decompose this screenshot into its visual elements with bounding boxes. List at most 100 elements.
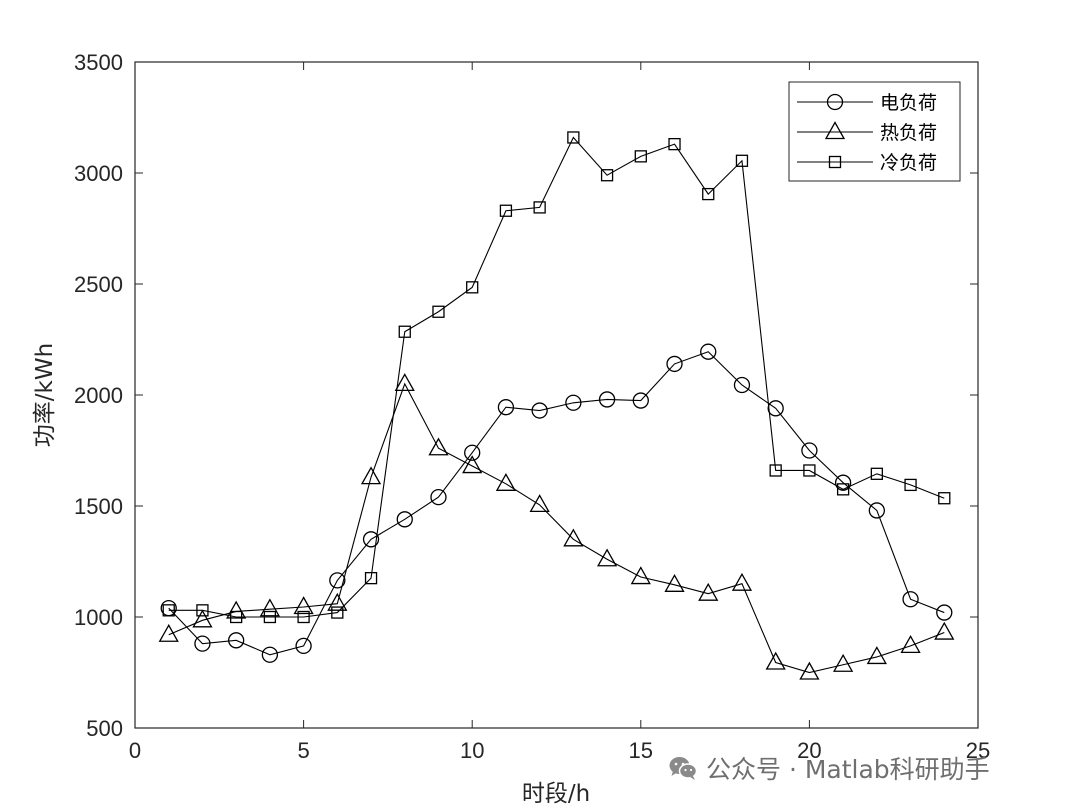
legend-marker-square (828, 155, 842, 169)
data-point-square (938, 492, 951, 505)
data-point-square (297, 610, 310, 624)
data-point-circle (565, 394, 582, 411)
data-point-circle (801, 442, 818, 459)
y-axis-title: 功率/kWh (32, 343, 58, 447)
data-point-square (735, 154, 749, 167)
data-point-square (331, 606, 344, 619)
data-point-circle (362, 531, 380, 548)
x-tick-label: 0 (129, 738, 141, 763)
data-point-circle (329, 572, 346, 589)
y-tick-label: 2000 (74, 383, 123, 408)
data-point-triangle (934, 621, 955, 640)
data-point-square (567, 131, 580, 144)
data-point-circle (295, 637, 312, 655)
data-point-triangle (900, 635, 921, 654)
data-point-circle (598, 391, 616, 408)
data-point-circle (666, 355, 683, 373)
legend-label: 冷负荷 (880, 152, 937, 174)
data-point-circle (194, 635, 211, 652)
data-point-circle (261, 646, 279, 663)
data-point-square (668, 137, 681, 151)
series-triangle (158, 373, 955, 680)
data-point-triangle (765, 651, 786, 670)
data-point-square (702, 187, 715, 201)
data-point-triangle (192, 609, 213, 628)
data-point-triangle (327, 592, 348, 611)
data-point-circle (902, 591, 919, 608)
legend-marker-triangle (824, 121, 846, 140)
data-point-triangle (293, 596, 314, 615)
data-point-circle (868, 502, 885, 519)
data-point-circle (632, 392, 649, 409)
data-point-circle (430, 488, 447, 506)
series-circle (160, 343, 953, 663)
x-tick-label: 15 (629, 738, 653, 763)
data-point-square (870, 467, 883, 480)
data-point-triangle (462, 455, 483, 474)
data-point-square (836, 483, 850, 496)
data-point-triangle (428, 437, 449, 456)
data-point-square (364, 572, 378, 585)
data-point-square (196, 604, 209, 617)
data-point-square (432, 305, 445, 318)
data-point-circle (767, 400, 784, 417)
y-tick-label: 3500 (74, 50, 123, 75)
data-point-circle (497, 399, 515, 416)
data-point-circle (936, 604, 953, 621)
y-tick-label: 1000 (74, 605, 123, 630)
data-point-triangle (226, 600, 247, 619)
axis-ticks: 0 5 10 15 20 25 500 1000 1500 2000 2500 3000 3500 (74, 50, 990, 763)
data-point-triangle (158, 623, 179, 642)
y-tick-label: 3000 (74, 161, 123, 186)
data-point-square (398, 325, 411, 338)
legend-marker-circle (826, 93, 844, 111)
data-point-circle (531, 402, 548, 419)
data-point-square (230, 610, 243, 624)
data-point-circle (733, 376, 751, 394)
data-point-triangle (731, 572, 753, 591)
watermark: 公众号 · Matlab科研助手 (668, 750, 990, 786)
data-point-circle (834, 474, 852, 491)
data-point-square (533, 201, 546, 214)
data-point-triangle (866, 646, 887, 665)
data-point-triangle (360, 466, 382, 485)
data-point-triangle (495, 472, 517, 491)
data-point-square (466, 281, 479, 294)
data-point-triangle (799, 661, 820, 680)
x-tick-label: 10 (460, 738, 484, 763)
data-point-square (769, 464, 782, 477)
series-layer (158, 131, 955, 680)
data-point-triangle (630, 566, 651, 585)
series-square (162, 131, 951, 624)
data-point-square (803, 464, 816, 477)
data-point-square (263, 610, 277, 624)
data-point-triangle (664, 573, 685, 592)
data-point-triangle (259, 598, 280, 617)
data-point-triangle (394, 373, 415, 392)
data-point-square (904, 478, 917, 492)
data-point-square (162, 604, 175, 617)
data-point-triangle (833, 653, 854, 672)
x-tick-label: 25 (966, 738, 990, 763)
data-point-triangle (563, 528, 584, 547)
x-tick-label: 5 (297, 738, 309, 763)
legend-label: 电负荷 (880, 92, 937, 114)
data-point-triangle (698, 582, 719, 601)
wechat-icon (669, 757, 698, 780)
legend-label: 热负荷 (880, 122, 937, 144)
y-tick-label: 2500 (74, 272, 123, 297)
data-point-circle (464, 444, 481, 461)
data-point-square (634, 150, 647, 163)
y-tick-label: 1500 (74, 494, 123, 519)
data-point-circle (396, 511, 413, 528)
x-tick-label: 20 (797, 738, 821, 763)
data-point-circle (228, 632, 245, 649)
data-point-circle (700, 343, 717, 360)
watermark-text: 公众号 · Matlab科研助手 (706, 755, 990, 784)
data-point-triangle (529, 494, 550, 513)
x-axis-title: 时段/h (522, 781, 590, 807)
data-point-triangle (596, 548, 618, 567)
y-tick-label: 500 (86, 716, 123, 741)
